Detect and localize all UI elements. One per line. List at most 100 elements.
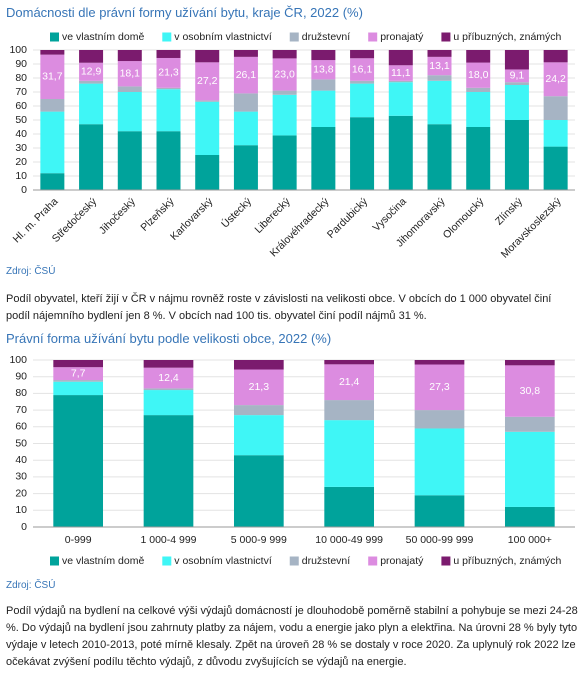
bar-segment — [504, 85, 529, 120]
y-tick-label: 50 — [15, 114, 27, 126]
bar-segment — [79, 62, 104, 81]
bar-segment — [40, 173, 65, 190]
x-tick-label: 100 000+ — [508, 534, 552, 546]
legend-swatch — [162, 556, 172, 566]
bar-segment — [40, 54, 65, 99]
y-tick-label: 10 — [15, 170, 27, 182]
bar-segment — [40, 111, 65, 174]
value-label: 21,4 — [339, 376, 360, 388]
bar-segment — [53, 360, 104, 368]
bar-segment — [272, 94, 297, 136]
value-label: 26,1 — [236, 69, 257, 81]
legend-swatch — [368, 32, 378, 42]
y-tick-label: 90 — [15, 370, 27, 382]
value-label: 13,1 — [429, 60, 450, 72]
value-label: 27,3 — [429, 381, 450, 393]
bar-segment — [466, 127, 491, 190]
value-label: 16,1 — [352, 63, 373, 75]
bar-segment — [117, 61, 142, 87]
legend-label: u příbuzných, známých — [453, 31, 561, 43]
bar-segment — [143, 390, 194, 416]
bar-segment — [324, 364, 375, 401]
y-tick-label: 70 — [15, 404, 27, 416]
y-tick-label: 90 — [15, 58, 27, 70]
value-label: 31,7 — [42, 71, 63, 83]
bar-segment — [53, 395, 104, 527]
legend-label: družstevní — [302, 31, 351, 43]
bar-segment — [117, 131, 142, 190]
bar-segment — [543, 62, 568, 97]
bar-segment — [504, 120, 529, 190]
bar-segment — [79, 50, 104, 63]
legend-swatch — [368, 556, 378, 566]
bar-segment — [311, 50, 336, 61]
bar-segment — [414, 495, 465, 527]
y-tick-label: 50 — [15, 437, 27, 449]
legend-label: ve vlastním domě — [62, 31, 144, 43]
bar-segment — [427, 124, 452, 190]
legend-label: ve vlastním domě — [62, 555, 144, 567]
bar-segment — [388, 50, 413, 66]
bar-segment — [350, 83, 375, 118]
bar-segment — [324, 360, 375, 365]
bar-segment — [311, 127, 336, 190]
bar-segment — [543, 50, 568, 63]
y-tick-label: 40 — [15, 128, 27, 140]
paragraph: Podíl obyvatel, kteří žijí v ČR v nájmu … — [6, 293, 552, 322]
bar-segment — [40, 50, 65, 55]
x-tick-label: Jihočeský — [97, 195, 139, 237]
y-tick-label: 100 — [9, 354, 27, 366]
bar-segment — [195, 101, 220, 155]
y-tick-label: 40 — [15, 454, 27, 466]
x-tick-label: 1 000-4 999 — [140, 534, 196, 546]
x-tick-label: 50 000-99 999 — [406, 534, 474, 546]
bar-segment — [156, 87, 181, 90]
bar-segment — [233, 93, 258, 112]
y-tick-label: 80 — [15, 387, 27, 399]
bar-segment — [143, 360, 194, 368]
x-tick-label: 10 000-49 999 — [315, 534, 383, 546]
bar-segment — [504, 82, 529, 85]
bar-segment — [272, 50, 297, 59]
bar-segment — [143, 388, 194, 391]
value-label: 13,8 — [313, 64, 334, 76]
source: Zdroj: ČSÚ — [6, 266, 56, 277]
value-label: 9,1 — [510, 70, 525, 82]
bar-segment — [233, 56, 258, 94]
legend-swatch — [50, 32, 59, 42]
chart-title: Právní forma užívání bytu podle velikost… — [6, 331, 332, 346]
bar-segment — [324, 400, 375, 421]
value-label: 7,7 — [71, 367, 86, 379]
bar-segment — [156, 131, 181, 190]
value-label: 12,4 — [158, 372, 179, 384]
bar-segment — [388, 82, 413, 116]
x-tick-label: 5 000-9 999 — [231, 534, 287, 546]
bar-segment — [311, 60, 336, 80]
y-tick-label: 10 — [15, 504, 27, 516]
legend-swatch — [162, 32, 172, 42]
value-label: 21,3 — [249, 381, 270, 393]
bar-segment — [233, 369, 284, 406]
y-tick-label: 30 — [15, 471, 27, 483]
bar-segment — [143, 415, 194, 527]
bar-segment — [350, 117, 375, 190]
bar-segment — [504, 365, 555, 417]
y-tick-label: 60 — [15, 421, 27, 433]
bar-segment — [427, 75, 452, 81]
legend-label: v osobním vlastnictví — [174, 31, 272, 43]
value-label: 18,0 — [468, 69, 489, 81]
bar-segment — [272, 135, 297, 190]
bar-segment — [195, 50, 220, 63]
bar-segment — [143, 367, 194, 389]
bar-segment — [195, 100, 220, 102]
y-tick-label: 20 — [15, 156, 27, 168]
x-tick-label: Ústecký — [218, 194, 254, 230]
bar-segment — [233, 50, 258, 57]
bar-segment — [543, 120, 568, 147]
value-label: 11,1 — [391, 67, 411, 79]
y-tick-label: 80 — [15, 72, 27, 84]
bar-segment — [272, 90, 297, 95]
legend-swatch — [50, 556, 59, 566]
bar-segment — [466, 87, 491, 92]
